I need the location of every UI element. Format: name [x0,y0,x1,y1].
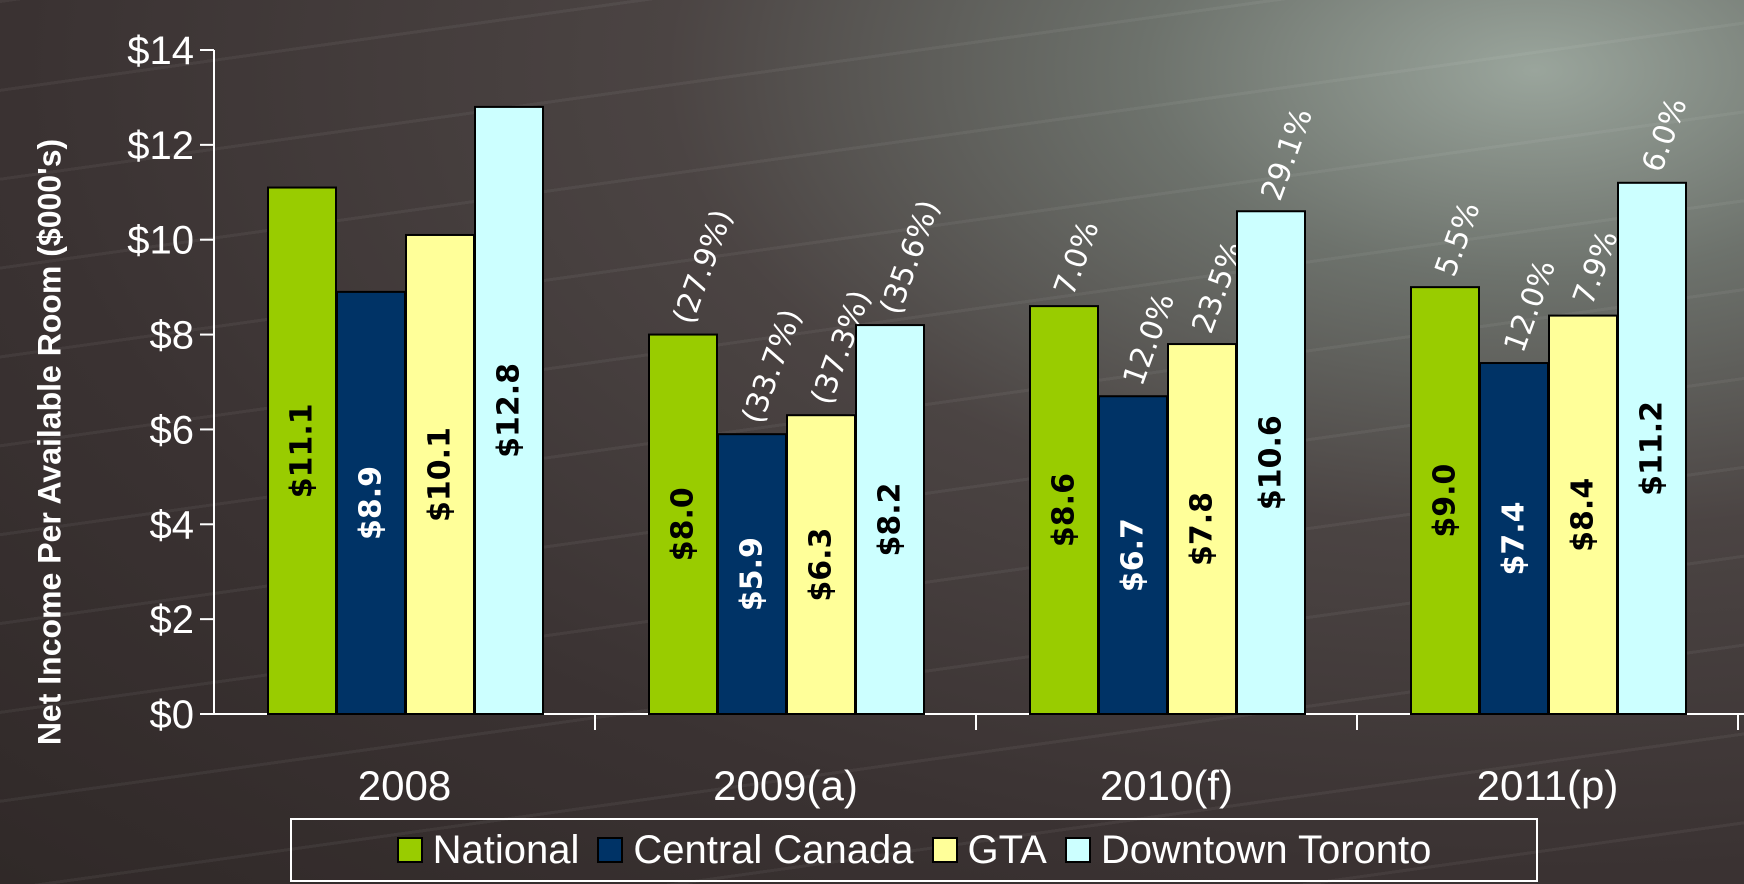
bar [1029,305,1099,715]
bar [786,414,856,715]
legend-label: GTA [967,827,1047,872]
legend-item: GTA [931,827,1047,873]
change-label: (33.7%) [736,305,809,429]
data-label: $8.6 [1047,473,1082,547]
bar [717,433,787,715]
bar [1410,286,1480,715]
x-tick-label: 2011(p) [1477,762,1619,809]
data-label: $6.3 [804,528,839,602]
x-tick-label: 2009(a) [713,762,858,809]
change-label: 5.5% [1429,198,1488,282]
bar [405,233,475,715]
bar [474,105,544,715]
data-label: $11.2 [1635,401,1670,496]
data-label: $8.2 [873,483,908,557]
legend-item: National [396,827,580,873]
data-label: $10.1 [423,427,458,522]
data-label: $9.0 [1428,464,1463,538]
y-tick-label: $2 [150,598,195,642]
change-label: 6.0% [1636,93,1695,177]
data-label: $5.9 [735,537,770,611]
legend-label: Central Canada [633,827,914,872]
bar [1167,343,1237,715]
y-tick-label: $10 [127,219,194,263]
legend-swatch [1064,837,1091,863]
data-label: $8.9 [354,466,389,540]
bar [1236,210,1306,715]
data-label: $11.1 [285,403,320,498]
legend-item: Downtown Toronto [1064,827,1432,873]
data-label: $7.4 [1497,501,1532,575]
legend-swatch [931,837,958,863]
data-label: $8.0 [666,487,701,561]
y-tick-label: $12 [127,124,194,168]
bar [1479,362,1549,715]
bar [1617,181,1687,716]
legend-item: Central Canada [597,827,914,873]
data-label: $12.8 [492,363,527,458]
y-tick-label: $4 [150,503,195,547]
change-label: 29.1% [1255,104,1320,206]
y-tick-label: $14 [127,29,194,73]
data-label: $7.8 [1185,492,1220,566]
bar [1548,314,1618,715]
y-axis-title: Net Income Per Available Room ($000's) [31,138,68,746]
change-label: 7.0% [1048,217,1107,301]
x-tick-label: 2010(f) [1100,762,1233,809]
legend-swatch [597,837,624,863]
y-tick-label: $0 [150,693,195,737]
change-label: (35.6%) [874,196,947,320]
bar [855,324,925,715]
chart-legend: National Central Canada GTA Downtown Toront… [290,818,1538,882]
x-tick-label: 2008 [358,762,451,809]
legend-label: Downtown Toronto [1100,827,1432,872]
y-tick-label: $6 [150,408,195,452]
data-label: $10.6 [1254,415,1289,510]
data-label: $6.7 [1116,518,1151,592]
change-label: (27.9%) [667,205,740,329]
data-label: $8.4 [1566,478,1601,552]
y-tick-label: $8 [150,314,195,358]
legend-swatch [396,837,423,863]
bar [1098,395,1168,715]
legend-label: National [432,827,580,872]
change-label: 7.9% [1567,226,1626,310]
